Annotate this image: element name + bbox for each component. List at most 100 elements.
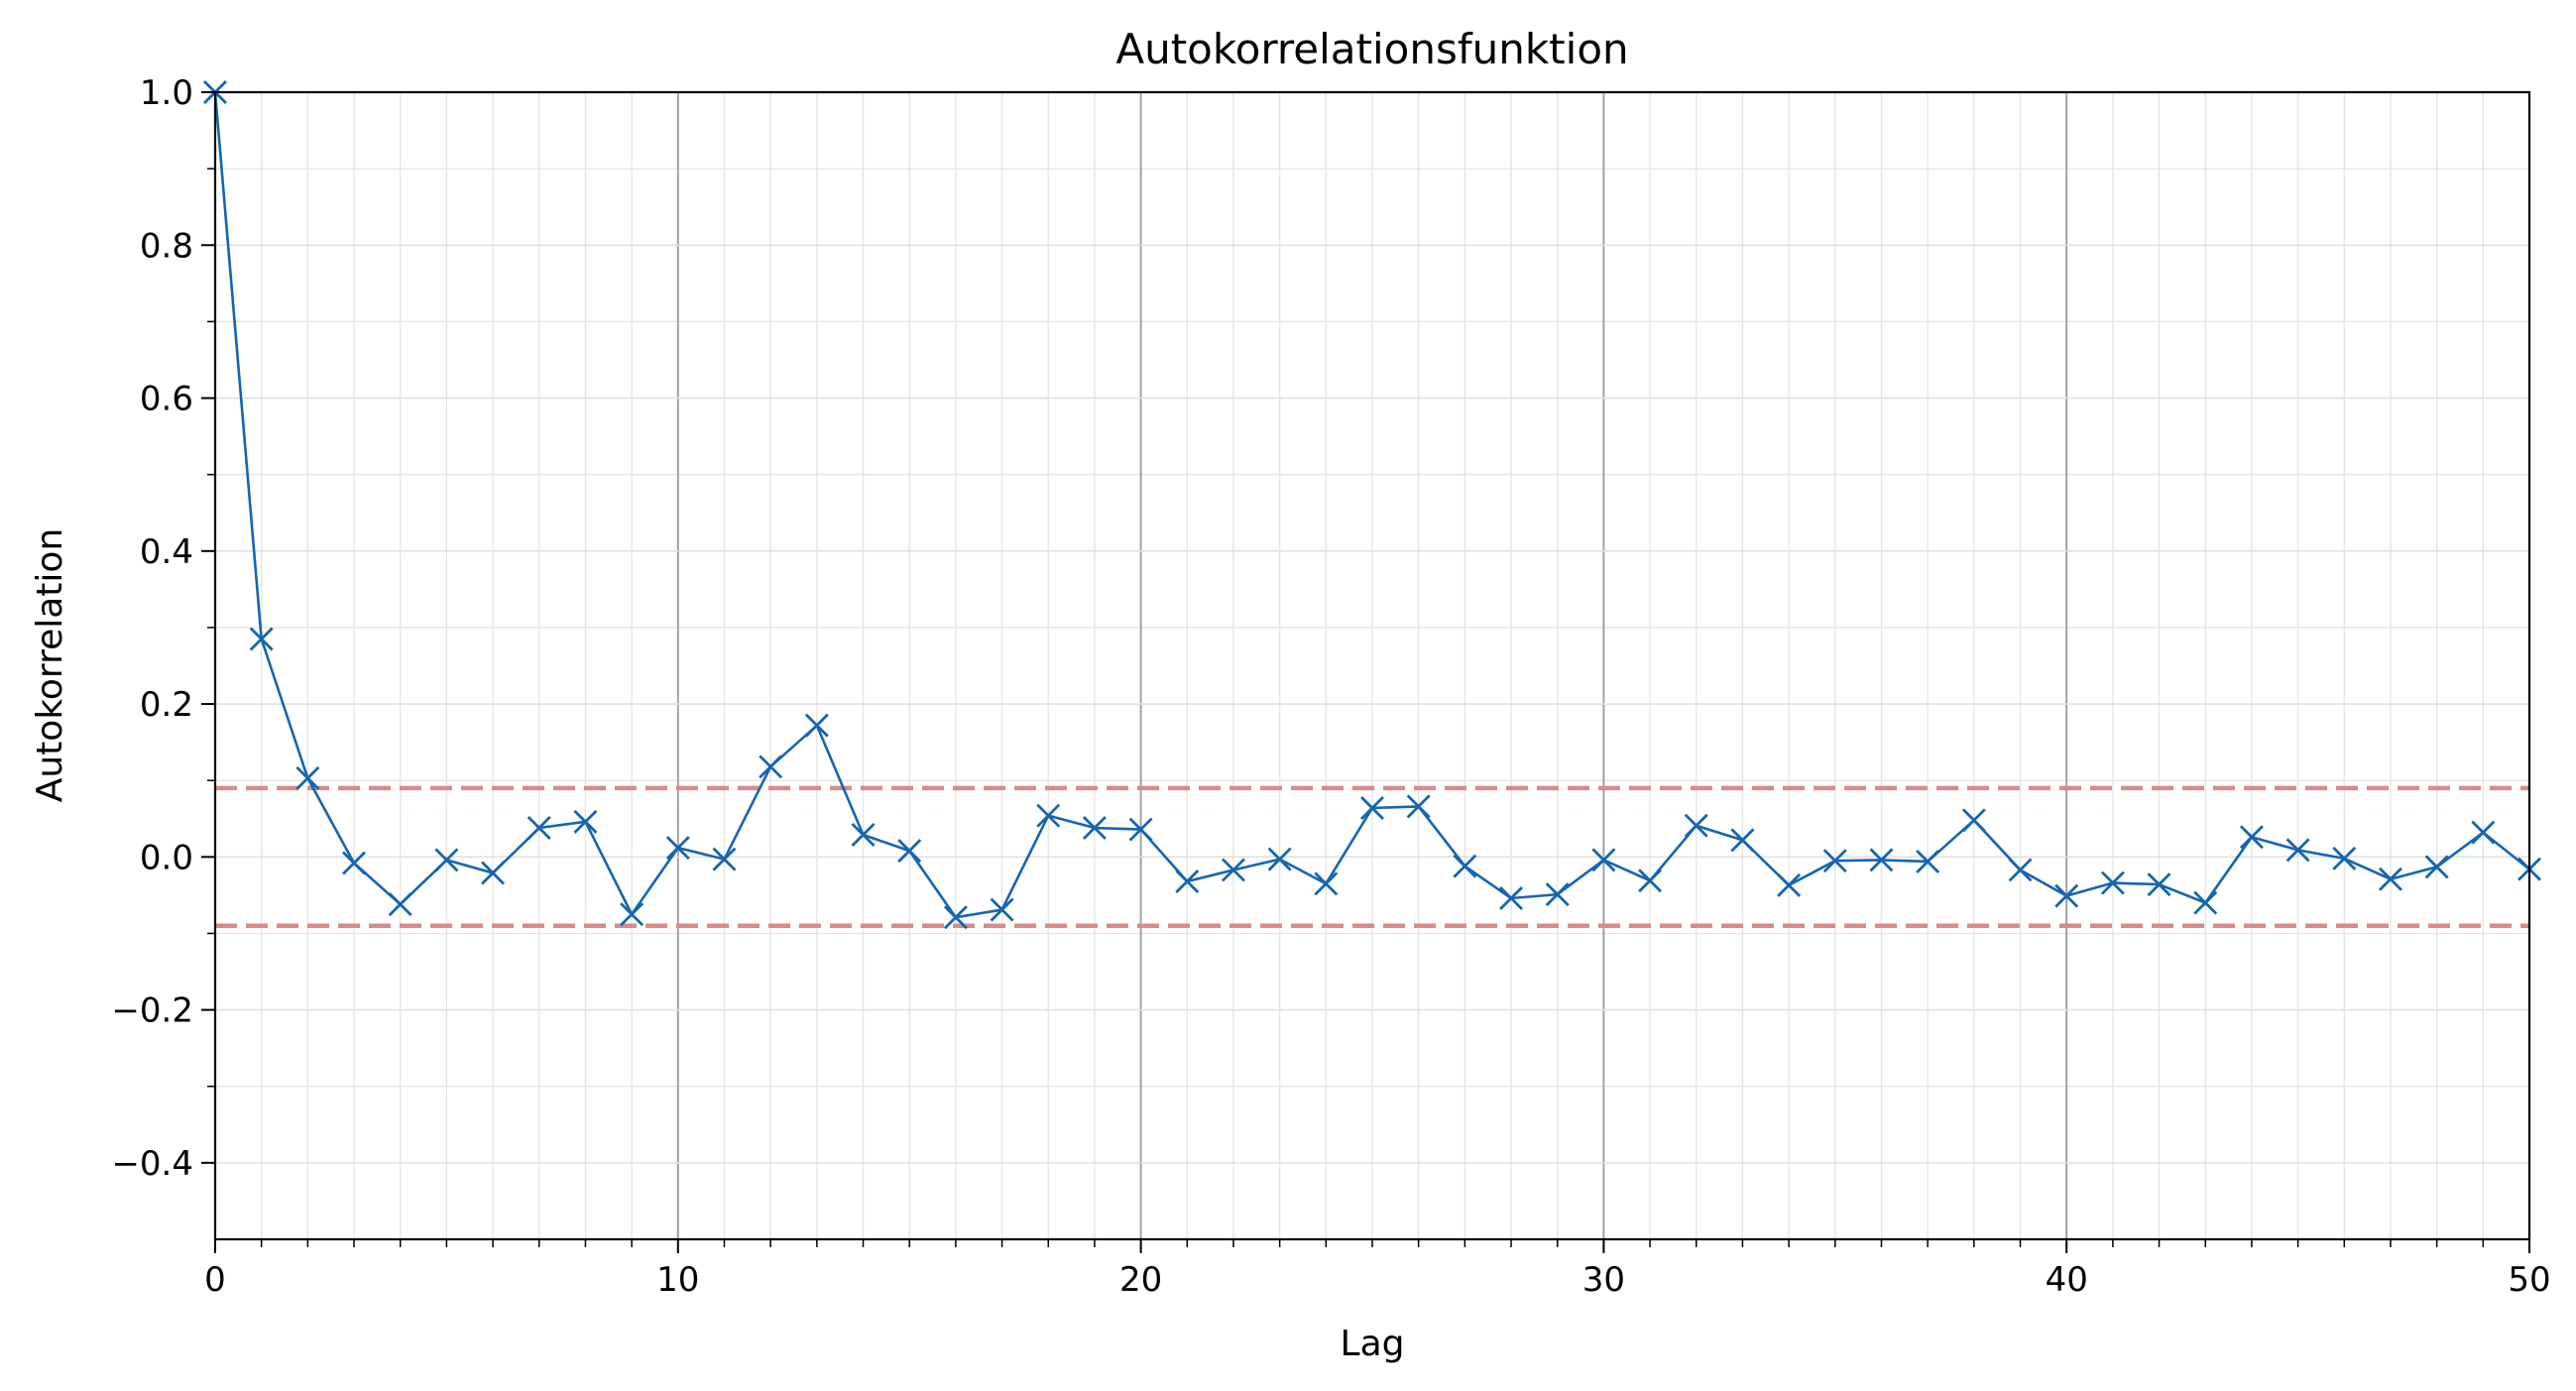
marker-stroke [1591, 848, 1616, 872]
series-layer [203, 80, 2541, 930]
acf-point-marker [2424, 855, 2449, 879]
acf-point-marker [1961, 808, 1986, 833]
marker-stroke [2100, 870, 2125, 895]
acf-point-marker [2147, 872, 2171, 897]
acf-point-marker [1822, 849, 1847, 873]
acf-point-marker [2008, 858, 2033, 882]
acf-point-marker [1221, 858, 1245, 882]
acf-point-marker [1453, 854, 1477, 878]
minor-grid [215, 92, 2529, 1239]
marker-stroke [1869, 848, 1894, 872]
y-tick-label: 1.0 [140, 73, 193, 113]
acf-point-marker [388, 892, 412, 917]
acf-point-marker [1499, 885, 1524, 910]
marker-stroke [1961, 808, 1986, 833]
x-tick-label: 40 [2046, 1260, 2088, 1300]
x-tick-label: 20 [1119, 1260, 1162, 1300]
acf-point-marker [1638, 869, 1663, 893]
marker-stroke [481, 861, 506, 885]
marker-stroke [1128, 817, 1153, 842]
marker-stroke [2471, 820, 2496, 845]
chart-title: Autokorrelationsfunktion [1115, 25, 1628, 73]
acf-point-marker [249, 627, 274, 651]
marker-stroke [527, 816, 551, 841]
marker-stroke [1822, 849, 1847, 873]
acf-point-marker [1684, 813, 1708, 838]
marker-stroke [1314, 871, 1339, 896]
marker-stroke [1406, 794, 1431, 819]
y-axis: −0.4 −0.2 0.0 0.2 0.4 0.6 0.8 1.0 [111, 73, 215, 1184]
marker-stroke [851, 822, 876, 847]
marker-stroke [2424, 855, 2449, 879]
acf-point-marker [620, 902, 644, 927]
marker-stroke [2054, 883, 2079, 908]
marker-stroke [342, 851, 367, 875]
marker-stroke [665, 836, 690, 861]
acf-point-marker [2332, 846, 2357, 870]
acf-point-marker [527, 816, 551, 841]
acf-point-marker [990, 897, 1014, 922]
acf-point-marker [2285, 838, 2310, 863]
y-axis-label: Autokorrelation [30, 528, 70, 803]
marker-stroke [249, 627, 274, 651]
acf-point-marker [2054, 883, 2079, 908]
acf-point-marker [1314, 871, 1339, 896]
marker-stroke [1499, 885, 1524, 910]
marker-stroke [1453, 854, 1477, 878]
acf-point-marker [1406, 794, 1431, 819]
acf-point-marker [897, 839, 922, 864]
y-tick-label: 0.2 [140, 685, 193, 725]
confidence-bounds [215, 785, 2529, 929]
marker-stroke [1036, 803, 1061, 828]
acf-point-marker [943, 905, 968, 930]
marker-stroke [1730, 828, 1755, 853]
acf-point-marker [342, 851, 367, 875]
marker-stroke [2378, 867, 2402, 891]
x-tick-label: 10 [656, 1260, 699, 1300]
acf-point-marker [2193, 890, 2218, 915]
x-tick-label: 30 [1582, 1260, 1625, 1300]
acf-point-marker [1869, 848, 1894, 872]
marker-stroke [295, 765, 320, 790]
marker-stroke [712, 847, 737, 871]
y-tick-label: 0.6 [140, 380, 193, 419]
acf-point-marker [573, 809, 598, 834]
y-tick-label: 0.8 [140, 226, 193, 266]
acf-point-marker [2378, 867, 2402, 891]
y-tick-label: −0.4 [111, 1144, 193, 1184]
acf-point-marker [1591, 848, 1616, 872]
x-axis-label: Lag [1341, 1324, 1405, 1364]
acf-point-marker [2471, 820, 2496, 845]
x-tick-label: 0 [204, 1260, 226, 1300]
marker-stroke [1360, 795, 1384, 820]
marker-stroke [2239, 825, 2264, 850]
y-tick-label: 0.4 [140, 532, 193, 572]
acf-point-marker [2239, 825, 2264, 850]
x-axis: 0 10 20 30 40 50 [204, 1239, 2551, 1300]
marker-stroke [897, 839, 922, 864]
acf-point-marker [851, 822, 876, 847]
acf-point-marker [1916, 849, 1940, 873]
marker-stroke [1545, 882, 1570, 907]
marker-stroke [573, 809, 598, 834]
marker-stroke [804, 713, 829, 738]
acf-point-marker [1267, 847, 1292, 871]
acf-point-marker [2100, 870, 2125, 895]
marker-stroke [1684, 813, 1708, 838]
marker-stroke [943, 905, 968, 930]
acf-point-marker [804, 713, 829, 738]
marker-stroke [1777, 872, 1802, 897]
acf-point-marker [1082, 816, 1107, 841]
y-tick-label: 0.0 [140, 838, 193, 877]
marker-stroke [620, 902, 644, 927]
x-tick-label: 50 [2508, 1260, 2550, 1300]
marker-stroke [1916, 849, 1940, 873]
acf-point-marker [434, 848, 459, 872]
acf-point-marker [1175, 869, 1200, 894]
acf-point-marker [1545, 882, 1570, 907]
acf-point-marker [712, 847, 737, 871]
marker-stroke [1175, 869, 1200, 894]
y-tick-label: −0.2 [111, 991, 193, 1031]
